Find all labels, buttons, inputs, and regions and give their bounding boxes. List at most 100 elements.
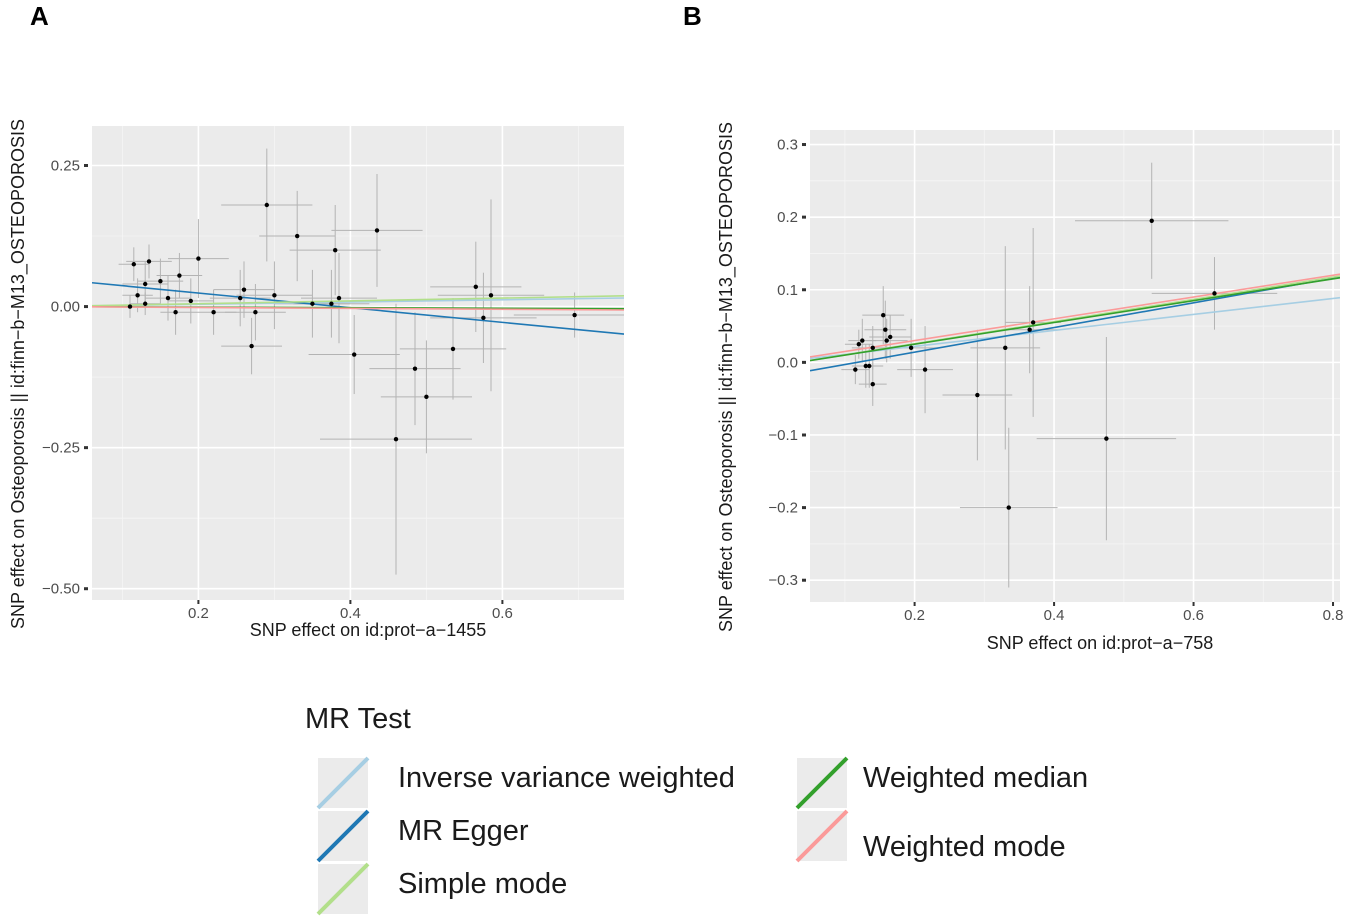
panel-a-point-32 <box>488 293 494 298</box>
panel-b-y-axis-title: SNP effect on Osteoporosis || id:finn−b−… <box>716 122 737 632</box>
panel-a-point-17 <box>264 202 269 208</box>
panel-a-point-24 <box>352 352 357 357</box>
panel-b-x-tick-label-1: 0.4 <box>1044 607 1065 624</box>
panel-b-x-tick-label-3: 0.8 <box>1323 607 1344 624</box>
panel-b-y-ticks: 0.3 0.2 0.1 0.0 −0.1 −0.2 −0.3 <box>768 137 806 589</box>
panel-b-x-tick-label-2: 0.6 <box>1183 607 1204 624</box>
panel-b-y-tick-label-5: −0.2 <box>768 500 798 517</box>
panel-b-point-8 <box>883 327 888 332</box>
panel-b-point-7 <box>881 312 886 318</box>
panel-b-point-15 <box>1006 505 1011 510</box>
panel-a-point-20 <box>310 301 315 306</box>
panel-a-point-33 <box>572 312 577 318</box>
panel-b-point-17 <box>1030 320 1036 325</box>
panel-a-x-tick-label-1: 0.4 <box>340 605 361 622</box>
panel-a-plot: 0.2 0.4 0.6 0.25 0.00 −0.25 −0.50 SNP effect … <box>8 119 624 640</box>
panel-a-y-ticks: 0.25 0.00 −0.25 −0.50 <box>42 158 88 598</box>
panel-b-background <box>810 130 1340 602</box>
panel-b-x-tick-label-0: 0.2 <box>904 607 925 624</box>
panel-a-fit-line-simple-mode <box>92 295 624 307</box>
panel-b-y-tick-label-0: 0.3 <box>777 137 798 154</box>
panel-a-point-14 <box>241 287 247 292</box>
panel-b-fit-line-weighted-median <box>810 276 1340 362</box>
legend-label-weighted-mode: Weighted mode <box>863 831 1066 863</box>
panel-a-y-tick-label-0: 0.25 <box>51 158 80 175</box>
panel-a-point-0 <box>127 304 133 309</box>
panel-a-background <box>92 126 624 600</box>
panel-a-point-19 <box>295 233 300 239</box>
panel-b-x-ticks: 0.2 0.4 0.6 0.8 <box>904 602 1343 624</box>
legend-key-line-inverse-variance-weighted <box>316 756 370 810</box>
panel-a-point-28 <box>424 394 429 400</box>
panel-b-fit-line-mr-egger <box>810 276 1340 372</box>
panel-b-y-tick-label-6: −0.3 <box>768 572 798 589</box>
panel-a-x-axis-title: SNP effect on id:prot−a−1455 <box>250 620 487 640</box>
panel-b-y-tick-label-1: 0.2 <box>777 209 798 226</box>
panel-b-point-20 <box>1212 291 1217 296</box>
panel-b-fit-line-weighted-mode <box>810 273 1340 358</box>
panel-a-point-6 <box>158 278 163 284</box>
panel-b-point-12 <box>922 367 928 372</box>
panel-b-point-2 <box>860 338 865 343</box>
panel-b-fit-line-inverse-variance-weighted <box>810 296 1340 360</box>
panel-a-point-27 <box>412 366 418 371</box>
panel-b-point-10 <box>887 334 893 340</box>
legend-label-mr-egger: MR Egger <box>398 815 529 847</box>
panel-a-point-18 <box>272 293 277 298</box>
panel-a-point-12 <box>211 310 216 315</box>
panel-b-y-tick-label-4: −0.1 <box>768 427 798 444</box>
panel-letter-b: B <box>683 1 702 31</box>
legend-label-weighted-median: Weighted median <box>863 762 1088 794</box>
panel-a-point-22 <box>333 247 338 253</box>
panel-a-point-10 <box>188 298 193 304</box>
panel-b-point-16 <box>1027 327 1032 332</box>
panel-a-point-16 <box>253 310 258 315</box>
panel-b-point-5 <box>870 345 875 351</box>
panel-b-point-9 <box>884 338 889 343</box>
panel-b-y-tick-label-3: 0.0 <box>777 354 798 371</box>
legend-label-inverse-variance-weighted: Inverse variance weighted <box>398 762 735 794</box>
panel-a-x-tick-label-2: 0.6 <box>492 605 513 622</box>
panel-a-point-1 <box>131 262 136 267</box>
panel-a-point-7 <box>165 295 171 301</box>
panel-a-point-21 <box>329 301 334 306</box>
panel-letter-a: A <box>30 1 49 31</box>
panel-b-point-13 <box>975 392 980 398</box>
panel-b-point-3 <box>863 363 868 369</box>
panel-b-plot: 0.2 0.4 0.6 0.8 0.3 0.2 0.1 0.0 −0.1 −0.2 −0.3 SN… <box>716 122 1343 653</box>
panel-a-point-25 <box>374 228 380 233</box>
panel-b-point-11 <box>908 345 914 351</box>
panel-a-point-23 <box>336 295 342 301</box>
panel-a-point-5 <box>143 301 148 306</box>
legend-key-line-mr-egger <box>316 809 370 863</box>
panel-a-point-8 <box>173 310 178 315</box>
panel-b-point-6 <box>870 381 875 387</box>
panel-a-x-tick-label-0: 0.2 <box>188 605 209 622</box>
panel-b-point-18 <box>1104 436 1109 441</box>
panel-a-point-2 <box>135 293 140 298</box>
panel-b-points <box>853 218 1217 510</box>
panel-a-point-9 <box>177 273 182 278</box>
panel-b-fit-lines <box>810 273 1340 372</box>
panel-a-point-3 <box>143 281 148 287</box>
panel-a-fit-line-weighted-mode <box>92 306 624 311</box>
panel-a-point-13 <box>238 295 243 301</box>
panel-b-point-0 <box>853 367 858 372</box>
panel-b-point-1 <box>856 342 862 347</box>
legend-title: MR Test <box>305 703 411 735</box>
panel-a-point-30 <box>473 284 478 290</box>
panel-a-x-ticks: 0.2 0.4 0.6 <box>188 600 513 622</box>
panel-a-point-4 <box>146 259 152 264</box>
panel-b-point-19 <box>1149 218 1154 223</box>
legend-items: Inverse variance weighted MR Egger Simple … <box>316 756 1088 916</box>
legend: MR Test Inverse variance weighted MR Egge… <box>305 703 1088 916</box>
panel-a-fit-lines <box>92 281 624 335</box>
panel-a-y-tick-label-1: 0.00 <box>51 299 80 316</box>
panel-a-y-tick-label-3: −0.50 <box>42 581 80 598</box>
panel-a-y-tick-label-2: −0.25 <box>42 440 80 457</box>
panel-b-y-tick-label-2: 0.1 <box>777 282 798 299</box>
panel-a-point-31 <box>481 315 486 321</box>
panel-b-point-4 <box>867 363 872 369</box>
legend-label-simple-mode: Simple mode <box>398 868 567 900</box>
